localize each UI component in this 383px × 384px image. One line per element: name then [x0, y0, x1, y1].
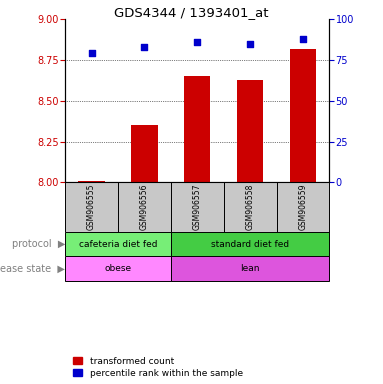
Text: GSM906558: GSM906558 [246, 184, 255, 230]
Bar [224, 182, 277, 232]
Point [247, 41, 253, 47]
Text: GSM906557: GSM906557 [193, 184, 202, 230]
Text: GSM906556: GSM906556 [140, 184, 149, 230]
Point [88, 50, 95, 56]
Bar [65, 257, 171, 281]
Text: standard diet fed: standard diet fed [211, 240, 289, 248]
Bar [171, 257, 329, 281]
Text: obese: obese [105, 264, 131, 273]
Text: GSM906559: GSM906559 [298, 184, 308, 230]
Text: protocol  ▶: protocol ▶ [12, 239, 65, 249]
Bar [184, 76, 211, 182]
Text: lean: lean [241, 264, 260, 273]
Bar [79, 181, 105, 182]
Text: disease state  ▶: disease state ▶ [0, 263, 65, 274]
Text: cafeteria diet fed: cafeteria diet fed [79, 240, 157, 248]
Bar [277, 182, 329, 232]
Bar [171, 182, 224, 232]
Text: GDS4344 / 1393401_at: GDS4344 / 1393401_at [114, 6, 269, 19]
Point [300, 36, 306, 42]
Bar [118, 182, 171, 232]
Bar [65, 182, 118, 232]
Text: GSM906555: GSM906555 [87, 184, 96, 230]
Point [141, 44, 147, 50]
Bar [65, 232, 171, 257]
Legend: transformed count, percentile rank within the sample: transformed count, percentile rank withi… [74, 357, 243, 377]
Bar [290, 48, 316, 182]
Bar [171, 232, 329, 257]
Bar [237, 79, 264, 182]
Point [194, 39, 200, 45]
Bar [131, 125, 158, 182]
